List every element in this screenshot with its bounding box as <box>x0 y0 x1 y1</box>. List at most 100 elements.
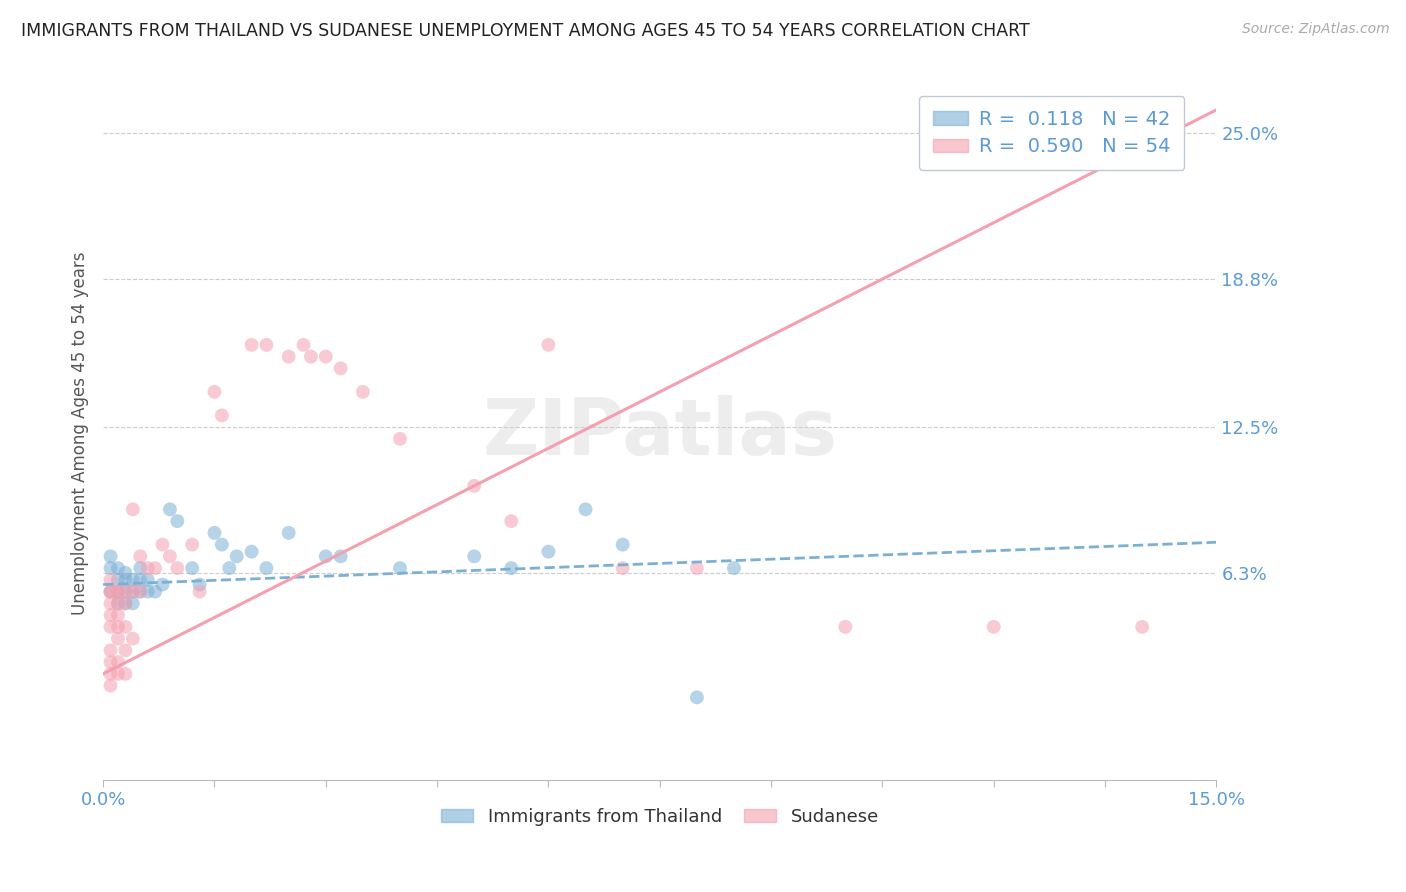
Point <box>143 561 166 575</box>
Point <box>299 350 322 364</box>
Point <box>218 561 240 575</box>
Point <box>143 584 166 599</box>
Point <box>107 596 129 610</box>
Point <box>292 338 315 352</box>
Point <box>100 655 122 669</box>
Point <box>188 577 211 591</box>
Point <box>107 655 129 669</box>
Point <box>204 384 226 399</box>
Point <box>100 643 122 657</box>
Point <box>121 502 143 516</box>
Point <box>121 632 143 646</box>
Point <box>100 584 122 599</box>
Point <box>129 584 152 599</box>
Point <box>129 549 152 564</box>
Point <box>129 584 152 599</box>
Point <box>315 549 337 564</box>
Point <box>723 561 745 575</box>
Point <box>100 620 122 634</box>
Point <box>315 350 337 364</box>
Point <box>574 502 596 516</box>
Point <box>388 432 411 446</box>
Text: Source: ZipAtlas.com: Source: ZipAtlas.com <box>1241 22 1389 37</box>
Point <box>136 573 159 587</box>
Point <box>100 596 122 610</box>
Point <box>100 584 122 599</box>
Point <box>204 525 226 540</box>
Point <box>107 596 129 610</box>
Point <box>114 596 136 610</box>
Point <box>107 561 129 575</box>
Point <box>277 350 299 364</box>
Point <box>211 409 233 423</box>
Point <box>114 573 136 587</box>
Point <box>686 690 709 705</box>
Point <box>352 384 374 399</box>
Point <box>463 549 485 564</box>
Point <box>152 577 174 591</box>
Point <box>211 538 233 552</box>
Point <box>100 549 122 564</box>
Point <box>100 573 122 587</box>
Point <box>181 538 204 552</box>
Point <box>1130 620 1153 634</box>
Point <box>129 561 152 575</box>
Point <box>100 666 122 681</box>
Point <box>686 561 709 575</box>
Point <box>166 561 188 575</box>
Point <box>501 561 523 575</box>
Point <box>277 525 299 540</box>
Point <box>114 643 136 657</box>
Y-axis label: Unemployment Among Ages 45 to 54 years: Unemployment Among Ages 45 to 54 years <box>72 252 89 615</box>
Point <box>136 584 159 599</box>
Point <box>107 666 129 681</box>
Point <box>121 584 143 599</box>
Point <box>152 538 174 552</box>
Point <box>107 584 129 599</box>
Point <box>121 596 143 610</box>
Point <box>463 479 485 493</box>
Point <box>107 584 129 599</box>
Point <box>114 620 136 634</box>
Point <box>166 514 188 528</box>
Point <box>537 544 560 558</box>
Point <box>225 549 247 564</box>
Point <box>100 584 122 599</box>
Point <box>181 561 204 575</box>
Point <box>121 584 143 599</box>
Point <box>129 573 152 587</box>
Point <box>107 632 129 646</box>
Point <box>612 538 634 552</box>
Point <box>834 620 856 634</box>
Point <box>188 584 211 599</box>
Point <box>114 666 136 681</box>
Point <box>100 608 122 623</box>
Point <box>240 338 263 352</box>
Point <box>107 573 129 587</box>
Point <box>159 549 181 564</box>
Text: IMMIGRANTS FROM THAILAND VS SUDANESE UNEMPLOYMENT AMONG AGES 45 TO 54 YEARS CORR: IMMIGRANTS FROM THAILAND VS SUDANESE UNE… <box>21 22 1029 40</box>
Point <box>254 561 277 575</box>
Point <box>114 584 136 599</box>
Point <box>612 561 634 575</box>
Point <box>388 561 411 575</box>
Point <box>107 620 129 634</box>
Point <box>114 584 136 599</box>
Point <box>329 361 352 376</box>
Point <box>983 620 1005 634</box>
Point <box>537 338 560 352</box>
Point <box>501 514 523 528</box>
Point <box>100 561 122 575</box>
Text: ZIPatlas: ZIPatlas <box>482 395 837 471</box>
Point <box>114 596 136 610</box>
Point <box>254 338 277 352</box>
Point <box>136 561 159 575</box>
Point <box>107 584 129 599</box>
Point <box>114 566 136 580</box>
Point <box>121 573 143 587</box>
Point <box>159 502 181 516</box>
Point <box>107 608 129 623</box>
Point <box>100 679 122 693</box>
Legend: Immigrants from Thailand, Sudanese: Immigrants from Thailand, Sudanese <box>433 800 886 833</box>
Point <box>329 549 352 564</box>
